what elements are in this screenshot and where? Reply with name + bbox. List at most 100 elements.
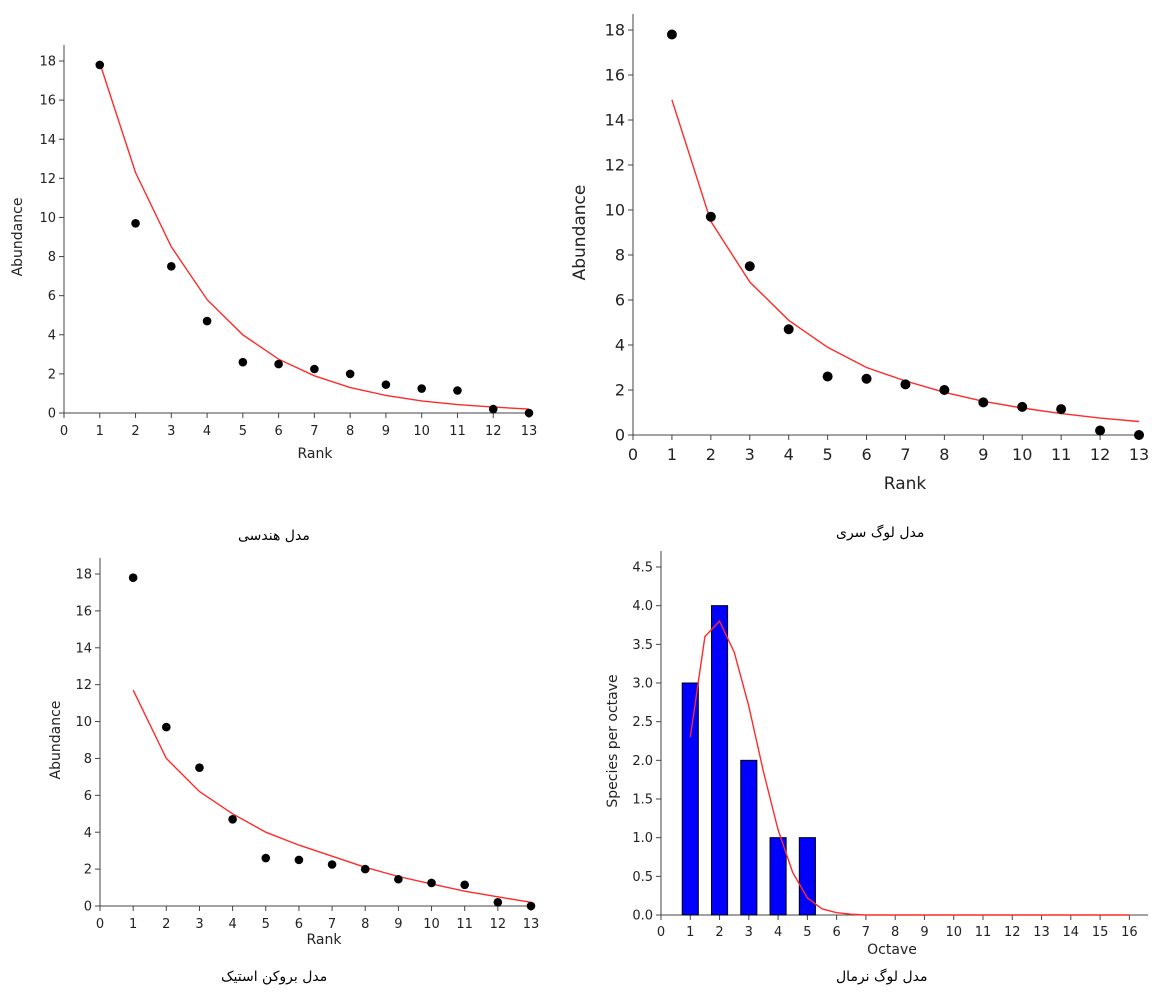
y-tick-label: 14 xyxy=(605,111,625,130)
x-tick-label: 10 xyxy=(413,424,430,439)
data-point-rank-7 xyxy=(900,379,911,390)
y-tick-label: 0.5 xyxy=(632,870,653,885)
x-tick-label: 7 xyxy=(862,925,870,940)
data-point-rank-11 xyxy=(460,880,469,890)
y-tick-label: 16 xyxy=(75,604,92,619)
data-point-rank-10 xyxy=(427,878,436,888)
x-axis-title: Rank xyxy=(884,474,927,494)
y-axis-title: Abundance xyxy=(10,198,26,277)
y-tick-label: 4 xyxy=(84,826,92,841)
x-tick-label: 15 xyxy=(1092,925,1109,940)
y-tick-label: 2 xyxy=(84,863,92,878)
y-tick-label: 10 xyxy=(75,715,92,730)
y-tick-label: 2 xyxy=(48,367,56,382)
x-tick-label: 2 xyxy=(131,424,139,439)
y-tick-label: 8 xyxy=(615,246,625,265)
data-point-rank-13 xyxy=(526,901,536,911)
y-tick-label: 16 xyxy=(605,66,625,85)
y-tick-label: 0.0 xyxy=(632,909,653,924)
data-point-rank-8 xyxy=(939,385,950,395)
data-point-rank-10 xyxy=(1017,401,1028,412)
x-tick-label: 4 xyxy=(203,424,211,439)
y-tick-label: 8 xyxy=(48,250,56,265)
data-point-rank-12 xyxy=(488,404,498,414)
data-point-rank-8 xyxy=(360,864,370,874)
x-tick-label: 3 xyxy=(195,917,203,932)
data-point-rank-6 xyxy=(861,373,872,384)
x-tick-label: 9 xyxy=(394,917,402,932)
data-point-rank-4 xyxy=(202,316,212,326)
data-point-rank-6 xyxy=(294,855,304,865)
x-tick-label: 13 xyxy=(523,917,540,932)
x-tick-label: 8 xyxy=(939,445,949,464)
x-tick-label: 3 xyxy=(167,424,175,439)
x-tick-label: 4 xyxy=(228,917,236,932)
x-tick-label: 10 xyxy=(1012,445,1032,464)
x-tick-label: 1 xyxy=(129,917,137,932)
x-tick-label: 3 xyxy=(745,445,755,464)
bar-octave-5 xyxy=(798,837,816,916)
x-tick-label: 11 xyxy=(1051,445,1071,464)
y-tick-label: 10 xyxy=(605,201,625,220)
x-tick-label: 8 xyxy=(361,917,369,932)
y-axis-title: Abundance xyxy=(570,185,590,281)
data-point-rank-5 xyxy=(261,853,271,863)
x-tick-label: 7 xyxy=(310,424,318,439)
model-fit-line xyxy=(689,619,1130,916)
data-point-rank-4 xyxy=(783,324,794,335)
x-tick-label: 14 xyxy=(1063,925,1080,940)
y-tick-label: 0 xyxy=(48,407,56,422)
bar-octave-3 xyxy=(740,759,758,916)
data-point-rank-3 xyxy=(195,763,204,772)
data-point-rank-13 xyxy=(524,408,534,418)
y-axis-title: Abundance xyxy=(48,701,64,780)
data-point-rank-10 xyxy=(417,384,426,393)
bar-octave-1 xyxy=(681,682,699,916)
caption-log-series: مدل لوگ سری xyxy=(836,525,925,541)
data-point-rank-1 xyxy=(128,573,138,582)
x-tick-label: 4 xyxy=(784,445,794,464)
y-tick-label: 1.5 xyxy=(632,793,653,808)
x-axis-title: Octave xyxy=(867,942,917,958)
x-tick-label: 1 xyxy=(667,445,677,464)
data-point-rank-9 xyxy=(394,874,403,884)
model-fit-line xyxy=(132,689,532,903)
y-tick-label: 18 xyxy=(39,55,56,70)
x-tick-label: 6 xyxy=(295,917,303,932)
x-tick-label: 8 xyxy=(891,925,899,940)
data-point-rank-9 xyxy=(381,380,391,389)
y-tick-label: 6 xyxy=(84,789,92,804)
x-tick-label: 6 xyxy=(274,424,282,439)
x-tick-label: 10 xyxy=(423,917,440,932)
y-tick-label: 2.5 xyxy=(632,715,653,730)
x-tick-label: 1 xyxy=(96,424,104,439)
x-tick-label: 3 xyxy=(745,925,753,940)
bar-octave-2 xyxy=(710,605,729,916)
data-point-rank-13 xyxy=(1134,430,1144,440)
x-tick-label: 16 xyxy=(1121,925,1138,940)
x-tick-label: 7 xyxy=(900,445,910,464)
y-tick-label: 8 xyxy=(84,752,92,767)
x-tick-label: 4 xyxy=(774,925,782,940)
y-axis-title: Species per octave xyxy=(605,674,621,807)
data-point-rank-6 xyxy=(274,359,283,369)
y-tick-label: 3.5 xyxy=(632,638,653,653)
x-tick-label: 2 xyxy=(715,925,723,940)
x-tick-label: 0 xyxy=(60,424,68,439)
x-tick-label: 6 xyxy=(832,925,840,940)
x-tick-label: 0 xyxy=(657,925,665,940)
data-point-rank-11 xyxy=(1056,404,1067,415)
y-tick-label: 4 xyxy=(615,336,625,355)
data-point-rank-9 xyxy=(978,397,989,408)
x-tick-label: 10 xyxy=(945,925,962,940)
data-point-rank-2 xyxy=(131,219,140,228)
data-point-rank-2 xyxy=(162,722,171,732)
data-point-rank-3 xyxy=(167,262,176,271)
x-tick-label: 12 xyxy=(490,917,507,932)
x-tick-label: 13 xyxy=(1129,445,1149,464)
x-tick-label: 13 xyxy=(521,424,538,439)
y-tick-label: 6 xyxy=(48,289,56,304)
x-tick-label: 8 xyxy=(346,424,354,439)
